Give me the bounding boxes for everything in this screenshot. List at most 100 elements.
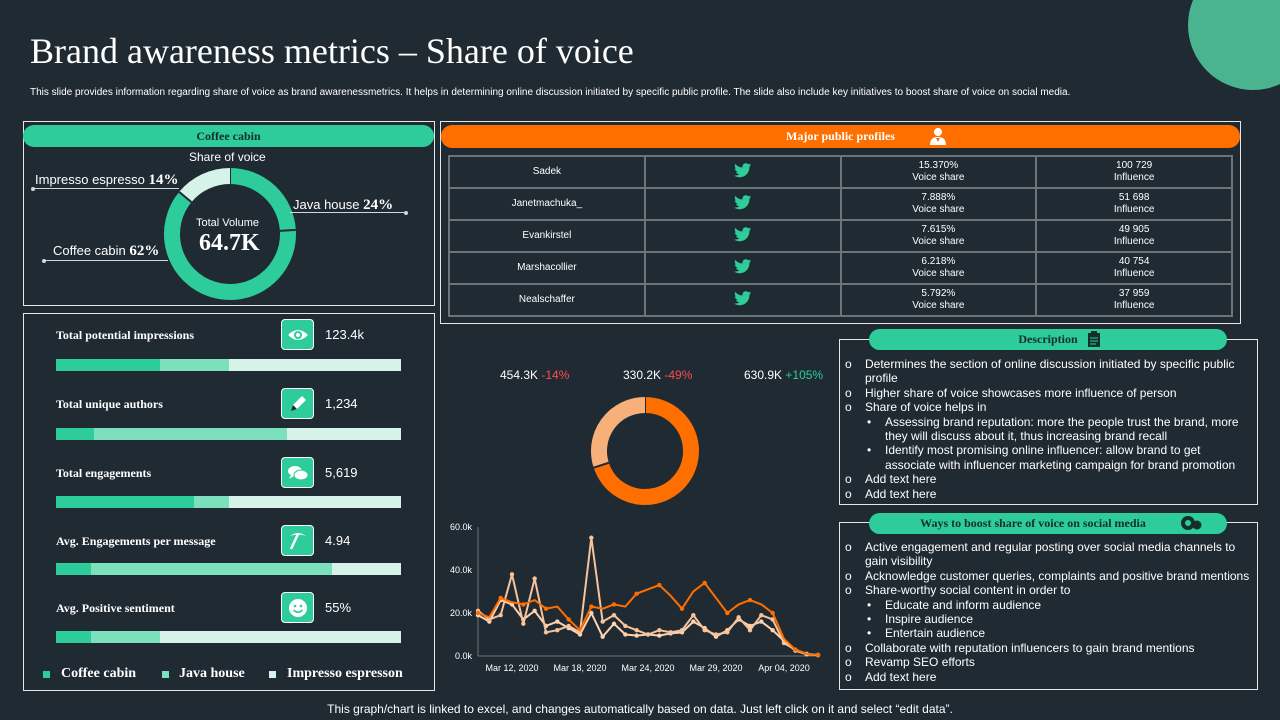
twitter-icon[interactable]	[733, 258, 752, 274]
metric-bar-segment	[194, 496, 229, 508]
data-point	[668, 630, 673, 635]
metric-title: Avg. Positive sentiment	[56, 601, 175, 615]
twitter-icon[interactable]	[733, 162, 752, 178]
data-point	[611, 602, 617, 607]
data-point	[781, 640, 787, 646]
profile-name: Evankirstel	[448, 219, 646, 253]
page-title: Brand awareness metrics – Share of voice	[30, 31, 634, 71]
ways-list: Active engagement and regular posting ov…	[841, 540, 1253, 684]
pickaxe-icon	[281, 525, 314, 556]
metric-value: 123.4k	[325, 327, 365, 342]
metric-bar-segment	[228, 496, 401, 508]
x-tick-label: Mar 18, 2020	[553, 663, 606, 673]
kpi-1-change: -14%	[541, 368, 570, 382]
influence-value: 37 959	[1118, 288, 1150, 299]
data-point	[611, 612, 617, 618]
ways-header-text: Ways to boost share of voice on social m…	[920, 516, 1146, 530]
twitter-icon[interactable]	[733, 194, 752, 210]
x-tick-label: Mar 29, 2020	[689, 663, 742, 673]
sub-list-item: Identify most promising online influence…	[841, 443, 1251, 472]
data-point	[691, 612, 696, 618]
influence-label: Influence	[1113, 268, 1155, 279]
profiles-table: Sadek 15.370% Voice share 100 729 Influence J…	[448, 155, 1233, 317]
data-point	[589, 610, 594, 616]
profiles-panel	[440, 121, 1241, 324]
metric-bar-segment	[56, 428, 94, 440]
donut-slice	[164, 191, 296, 300]
sub-list-item: Assessing brand reputation: more the peo…	[841, 415, 1251, 444]
kpi-2-value: 330.2K	[623, 368, 662, 382]
list-item: Share of voice helps in	[841, 400, 1251, 415]
voice-share-value: 7.615%	[921, 224, 956, 235]
metric-value: 5,619	[325, 465, 358, 480]
data-point	[532, 608, 537, 614]
eye-icon	[281, 319, 314, 350]
metrics-panel	[23, 313, 435, 691]
data-point	[589, 604, 594, 609]
voice-share-label: Voice share	[912, 172, 965, 183]
kpi-1-value: 454.3K	[500, 368, 539, 382]
data-point	[770, 617, 775, 622]
metric-title: Total unique authors	[56, 397, 163, 411]
legend-impresso: Impresso espresson	[287, 666, 403, 681]
legend-coffee: Coffee cabin	[61, 666, 137, 681]
page-subtitle: This slide provides information regardin…	[30, 87, 1071, 98]
share-of-voice-donut	[164, 168, 296, 300]
donut-separator	[593, 461, 610, 469]
metric-bar	[56, 428, 401, 440]
legend-java: Java house	[179, 666, 245, 681]
twitter-icon[interactable]	[733, 290, 752, 306]
profile-voice-share: 6.218% Voice share	[839, 251, 1038, 285]
x-tick-label: Mar 24, 2020	[621, 663, 674, 673]
profile-influence: 40 754 Influence	[1035, 251, 1233, 285]
metric-bar	[56, 563, 401, 575]
data-point	[691, 619, 696, 624]
legend-swatch-java	[162, 671, 169, 678]
ways-header: Ways to boost share of voice on social m…	[869, 513, 1227, 534]
data-point	[747, 628, 753, 633]
donut-slice	[229, 168, 296, 232]
list-item: Share-worthy social content in order to	[841, 583, 1253, 598]
metric-bar-segment	[287, 428, 401, 440]
label-impresso-name: Impresso espresso	[35, 172, 145, 187]
voice-share-value: 6.218%	[921, 256, 956, 267]
metric-bar-segment	[56, 359, 160, 371]
data-point	[521, 602, 526, 607]
data-point	[611, 621, 617, 626]
data-point	[759, 612, 764, 618]
kpi-3-value: 630.9K	[744, 368, 783, 382]
list-item: Collaborate with reputation influencers …	[841, 641, 1253, 656]
data-point	[770, 610, 775, 616]
data-point	[600, 619, 605, 624]
legend-swatch-coffee	[43, 671, 50, 678]
influence-label: Influence	[1113, 172, 1155, 183]
donut-center-value: 64.7K	[199, 230, 260, 256]
kpi-3: 630.9K +105%	[744, 368, 823, 382]
profile-voice-share: 7.615% Voice share	[839, 219, 1038, 253]
metric-title: Total potential impressions	[56, 328, 195, 342]
list-item: Add text here	[841, 472, 1251, 487]
profile-voice-share: 5.792% Voice share	[839, 283, 1038, 317]
x-tick-label: Mar 12, 2020	[485, 663, 538, 673]
data-point	[498, 595, 503, 601]
sub-list-item: Educate and inform audience	[841, 598, 1253, 613]
data-point	[759, 619, 764, 624]
data-point	[509, 572, 515, 577]
metric-bar-segment	[159, 631, 401, 643]
influence-label: Influence	[1113, 236, 1155, 247]
voice-share-label: Voice share	[912, 204, 965, 215]
data-point	[657, 633, 662, 638]
description-header: Description	[869, 329, 1227, 350]
kpi-3-change: +105%	[785, 368, 824, 382]
profile-name: Janetmachuka_	[448, 187, 646, 221]
metric-bar	[56, 496, 401, 508]
twitter-icon[interactable]	[733, 226, 752, 242]
coffee-cabin-panel	[23, 121, 435, 306]
influence-value: 40 754	[1118, 256, 1150, 267]
voice-share-value: 5.792%	[921, 288, 956, 299]
donut-slice	[179, 168, 231, 203]
label-java: Java house 24%	[293, 197, 393, 214]
data-point	[747, 623, 753, 629]
data-point	[736, 615, 741, 620]
voice-share-label: Voice share	[912, 236, 965, 247]
